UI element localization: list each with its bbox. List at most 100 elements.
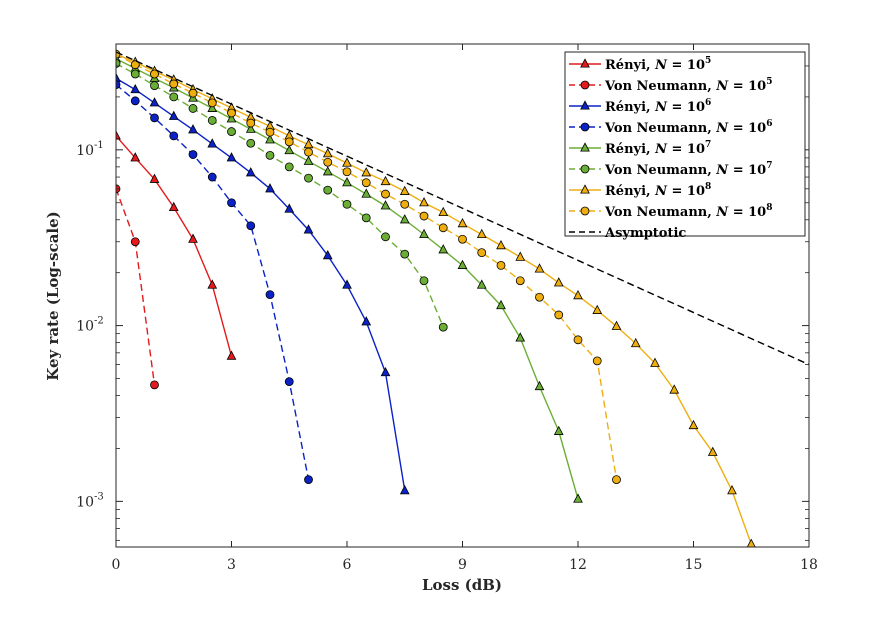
data-point bbox=[207, 98, 217, 108]
data-point bbox=[380, 175, 391, 186]
data-point bbox=[149, 173, 160, 183]
data-point bbox=[304, 475, 313, 484]
data-point bbox=[438, 206, 449, 217]
data-point bbox=[227, 108, 236, 118]
data-point bbox=[361, 213, 371, 223]
data-point bbox=[496, 299, 506, 310]
legend-marker bbox=[580, 206, 590, 216]
series-3 bbox=[116, 80, 313, 484]
data-point bbox=[342, 177, 352, 187]
data-point bbox=[419, 197, 429, 207]
data-point bbox=[116, 130, 121, 140]
data-point bbox=[688, 419, 699, 430]
data-point bbox=[265, 150, 275, 160]
data-point bbox=[150, 380, 159, 390]
data-point bbox=[419, 211, 429, 221]
data-point bbox=[707, 446, 718, 456]
data-point bbox=[361, 188, 372, 198]
data-point bbox=[535, 292, 544, 302]
data-point bbox=[207, 279, 218, 289]
data-point bbox=[592, 304, 603, 314]
legend-marker bbox=[580, 100, 590, 110]
data-point bbox=[612, 475, 621, 484]
legend-label: Von Neumann, N = 105 bbox=[604, 77, 772, 94]
data-point bbox=[438, 223, 448, 233]
data-point bbox=[284, 203, 295, 213]
legend-entry-2: Rényi, N = 106 bbox=[569, 98, 711, 115]
data-point bbox=[399, 485, 410, 495]
data-point bbox=[553, 277, 564, 287]
data-point bbox=[130, 237, 140, 247]
x-tick-label: 3 bbox=[227, 557, 236, 573]
data-point bbox=[284, 377, 294, 387]
data-point bbox=[361, 178, 371, 188]
data-point bbox=[303, 224, 314, 234]
data-point bbox=[169, 92, 179, 102]
legend-entry-1: Von Neumann, N = 105 bbox=[569, 77, 772, 94]
data-point bbox=[245, 167, 256, 177]
series-1 bbox=[116, 184, 159, 390]
legend-entry-8: Asymptotic bbox=[569, 226, 686, 241]
data-point bbox=[246, 221, 256, 231]
data-point bbox=[284, 144, 295, 155]
data-point bbox=[169, 131, 179, 141]
data-point bbox=[361, 316, 372, 326]
x-tick-label: 12 bbox=[569, 557, 587, 573]
legend-label: Asymptotic bbox=[604, 226, 686, 241]
data-point bbox=[265, 290, 275, 300]
legend-entry-0: Rényi, N = 105 bbox=[569, 56, 711, 73]
legend-marker bbox=[580, 164, 590, 174]
legend-label: Rényi, N = 107 bbox=[605, 140, 711, 157]
legend-entry-5: Von Neumann, N = 107 bbox=[569, 161, 772, 178]
x-axis-label: Loss (dB) bbox=[422, 576, 502, 594]
data-point bbox=[284, 137, 294, 147]
data-point bbox=[573, 493, 583, 503]
data-point bbox=[611, 320, 622, 330]
data-point bbox=[361, 167, 372, 177]
data-point bbox=[207, 172, 217, 182]
data-point bbox=[381, 232, 390, 242]
data-point bbox=[457, 217, 468, 228]
data-point bbox=[342, 157, 352, 167]
data-point bbox=[116, 80, 121, 90]
data-point bbox=[265, 134, 275, 144]
data-point bbox=[130, 60, 140, 70]
data-point bbox=[207, 138, 218, 148]
data-point bbox=[168, 201, 179, 212]
data-point bbox=[400, 199, 410, 209]
data-point bbox=[116, 72, 121, 82]
series-7 bbox=[116, 49, 621, 484]
legend-marker bbox=[580, 142, 590, 152]
data-point bbox=[554, 310, 564, 320]
data-point bbox=[284, 162, 294, 172]
x-tick-label: 6 bbox=[343, 557, 352, 573]
data-point bbox=[381, 189, 390, 199]
data-point bbox=[150, 81, 159, 90]
data-point bbox=[515, 251, 526, 261]
data-point bbox=[457, 259, 468, 269]
data-point bbox=[227, 127, 236, 136]
data-point bbox=[476, 228, 487, 239]
legend-marker bbox=[580, 122, 590, 132]
x-tick-label: 15 bbox=[685, 557, 703, 573]
x-tick-label: 18 bbox=[800, 557, 818, 573]
data-point bbox=[342, 279, 352, 289]
series-line-8 bbox=[116, 51, 809, 366]
data-point bbox=[515, 276, 525, 286]
data-point bbox=[669, 384, 680, 394]
data-point bbox=[246, 118, 256, 128]
data-point bbox=[592, 356, 602, 366]
legend-label: Rényi, N = 105 bbox=[605, 56, 711, 73]
data-point bbox=[246, 138, 256, 148]
data-point bbox=[322, 148, 333, 158]
data-point bbox=[534, 380, 545, 391]
data-point bbox=[380, 200, 391, 210]
legend-label: Von Neumann, N = 107 bbox=[604, 161, 772, 178]
data-point bbox=[477, 248, 487, 258]
legend-marker bbox=[580, 80, 590, 90]
data-point bbox=[245, 123, 256, 133]
data-point bbox=[304, 173, 313, 183]
series-8 bbox=[116, 51, 809, 366]
data-point bbox=[534, 263, 545, 273]
data-point bbox=[553, 425, 564, 435]
